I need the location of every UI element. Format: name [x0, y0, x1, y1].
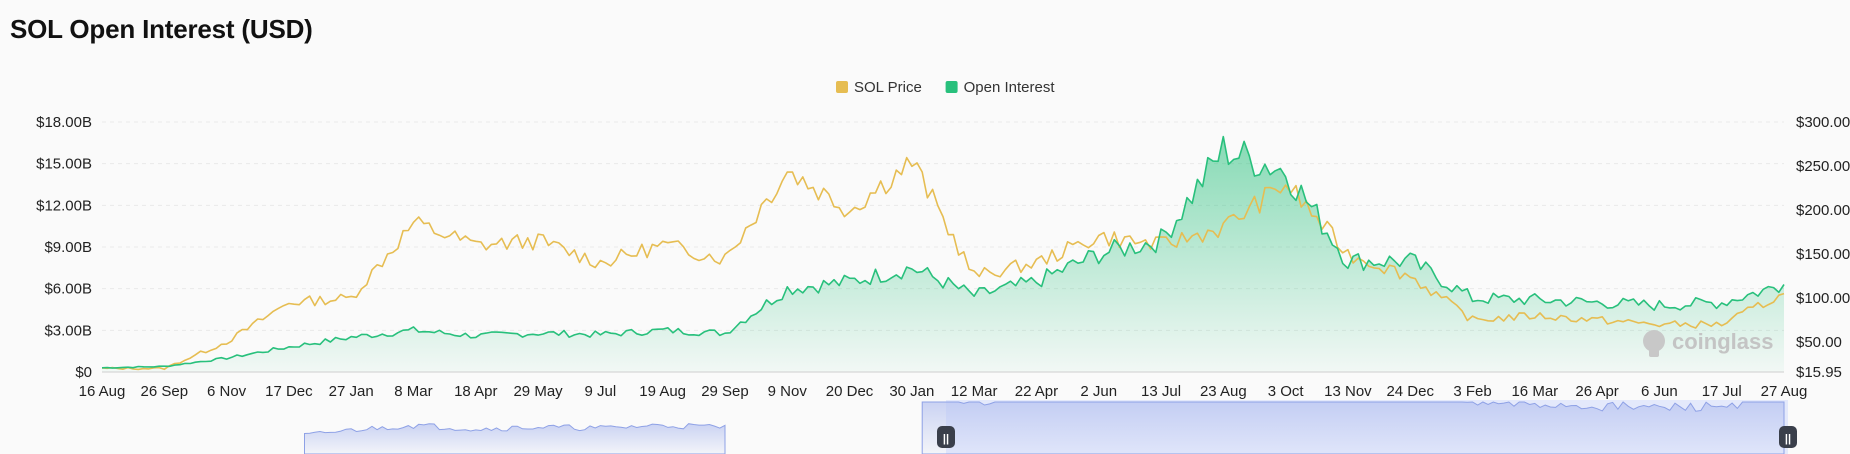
x-tick-label: 6 Jun	[1641, 383, 1678, 400]
x-tick-label: 26 Apr	[1575, 383, 1618, 400]
x-tick-label: 26 Sep	[141, 383, 189, 400]
navigator-handle-left	[937, 426, 955, 448]
watermark: coinglass	[1643, 329, 1773, 357]
x-tick-label: 16 Aug	[79, 383, 126, 400]
x-tick-label: 24 Dec	[1386, 383, 1434, 400]
x-tick-label: 6 Nov	[207, 383, 247, 400]
navigator-series-0	[304, 423, 726, 454]
x-tick-label: 27 Aug	[1761, 383, 1808, 400]
x-tick-label: 13 Jul	[1141, 383, 1181, 400]
y-right-tick-label: $50.00	[1796, 334, 1842, 351]
navigator-handle-right	[1779, 426, 1797, 448]
x-tick-label: 22 Apr	[1015, 383, 1058, 400]
x-tick-label: 13 Nov	[1324, 383, 1372, 400]
y-right-tick-label: $15.95	[1796, 364, 1842, 381]
navigator-handle-left-grip: ||	[943, 433, 949, 445]
navigator-series-1	[921, 401, 1785, 454]
legend-label-0: SOL Price	[854, 79, 922, 96]
series-lines	[101, 135, 1785, 371]
x-tick-label: 2 Jun	[1080, 383, 1117, 400]
y-left-tick-label: $0	[75, 364, 92, 381]
x-tick-label: 18 Apr	[454, 383, 497, 400]
x-tick-label: 12 Mar	[951, 383, 998, 400]
y-right-tick-label: $250.00	[1796, 158, 1850, 175]
watermark-text: coinglass	[1672, 329, 1773, 354]
x-tick-label: 8 Mar	[394, 383, 432, 400]
y-right-tick-label: $100.00	[1796, 290, 1850, 307]
open-interest-area	[102, 136, 1784, 372]
coinglass-logo-base	[1649, 347, 1659, 357]
y-left-tick-label: $3.00B	[44, 322, 92, 339]
x-tick-label: 9 Jul	[585, 383, 617, 400]
y-left-tick-label: $18.00B	[36, 114, 92, 131]
y-right-tick-label: $200.00	[1796, 202, 1850, 219]
navigator-handle-right-grip: ||	[1785, 433, 1791, 445]
y-right-tick-label: $150.00	[1796, 246, 1850, 263]
y-left-tick-label: $15.00B	[36, 156, 92, 173]
x-tick-label: 27 Jan	[329, 383, 374, 400]
y-axis-left: $0 $3.00B $6.00B $9.00B $12.00B $15.00B $18.00…	[36, 114, 92, 381]
x-tick-label: 29 May	[513, 383, 563, 400]
x-tick-label: 9 Nov	[768, 383, 808, 400]
coinglass-logo-icon	[1643, 330, 1665, 352]
y-right-tick-label: $300.00	[1796, 114, 1850, 131]
y-left-tick-label: $12.00B	[36, 197, 92, 214]
y-left-tick-label: $9.00B	[44, 239, 92, 256]
x-tick-label: 20 Dec	[826, 383, 874, 400]
legend-label-1: Open Interest	[964, 79, 1056, 96]
chart-title: SOL Open Interest (USD)	[10, 14, 313, 44]
legend-swatch-0	[836, 81, 848, 93]
x-tick-label: 16 Mar	[1511, 383, 1558, 400]
x-tick-label: 23 Aug	[1200, 383, 1247, 400]
oi-area-layer	[102, 136, 1784, 372]
x-tick-label: 3 Feb	[1453, 383, 1491, 400]
x-tick-label: 17 Dec	[265, 383, 313, 400]
x-tick-label: 19 Aug	[639, 383, 686, 400]
x-tick-label: 3 Oct	[1268, 383, 1305, 400]
y-left-tick-label: $6.00B	[44, 281, 92, 298]
x-tick-label: 29 Sep	[701, 383, 749, 400]
sol-price-line	[101, 156, 1785, 371]
x-tick-label: 17 Jul	[1702, 383, 1742, 400]
navigator[interactable]: || ||	[304, 400, 1798, 454]
legend[interactable]: SOL Price Open Interest	[836, 79, 1055, 96]
y-axis-right: $15.95 $50.00 $100.00 $150.00 $200.00 $250.00…	[1796, 114, 1850, 381]
open-interest-line	[101, 135, 1785, 369]
x-tick-label: 30 Jan	[889, 383, 934, 400]
x-axis: 16 Aug 26 Sep 6 Nov 17 Dec 27 Jan 8 Mar 18 Apr…	[79, 371, 1808, 400]
legend-swatch-1	[945, 81, 958, 93]
